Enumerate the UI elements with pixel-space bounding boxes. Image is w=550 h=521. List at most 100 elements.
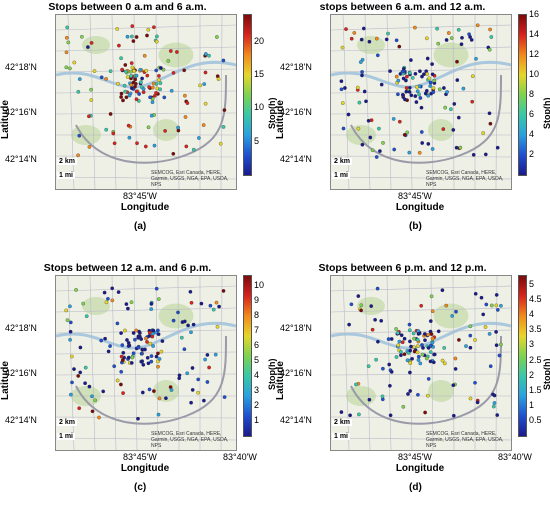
stop-point (186, 323, 190, 328)
road-line (111, 15, 117, 189)
stop-point (164, 396, 168, 401)
stop-point (119, 382, 123, 387)
stop-point (431, 360, 436, 365)
stop-point (379, 318, 384, 323)
stop-point (367, 39, 372, 44)
scale-mi-label: 1 mi (57, 433, 76, 440)
stop-point (366, 364, 371, 369)
stop-point (119, 331, 123, 335)
stop-point (428, 80, 433, 85)
road-line (56, 90, 236, 94)
panel-caption: (b) (409, 221, 422, 232)
stop-point (392, 147, 397, 152)
colorbar (518, 14, 527, 176)
stop-point (373, 317, 377, 322)
stop-point (394, 74, 399, 79)
stop-point (176, 310, 180, 315)
x-axis-label: Longitude (395, 202, 445, 213)
stop-point (340, 101, 345, 105)
stop-point (368, 135, 373, 140)
stop-point (362, 89, 367, 94)
stop-point (90, 394, 94, 399)
stop-point (468, 35, 472, 39)
stop-point (360, 73, 364, 78)
road-line (220, 276, 223, 450)
stop-point (136, 334, 141, 339)
stop-point (158, 81, 163, 85)
stop-point (136, 416, 140, 421)
stop-point (125, 75, 130, 79)
stop-point (189, 300, 194, 305)
stop-point (420, 352, 425, 357)
park-area (82, 297, 110, 315)
stop-point (388, 413, 393, 418)
stop-point (171, 71, 176, 75)
road-line (133, 276, 138, 450)
stop-point (156, 328, 160, 333)
stop-point (492, 401, 497, 405)
stop-point (489, 303, 494, 308)
colorbar (243, 14, 252, 176)
map-attribution: SEMCOG, Esri Canada, HERE, Garmin, USGS,… (151, 170, 229, 188)
stop-point (122, 83, 127, 88)
stop-point (444, 38, 449, 42)
colorbar-tick-label: 5 (254, 135, 260, 146)
stop-point (123, 89, 128, 94)
road-line (56, 112, 236, 115)
stop-point (154, 68, 159, 73)
stop-point (423, 410, 427, 415)
stop-point (119, 369, 124, 374)
stop-point (453, 356, 458, 361)
stop-point (450, 314, 455, 318)
stop-point (488, 27, 492, 32)
stop-point (396, 92, 400, 97)
stop-point (68, 304, 72, 309)
stop-point (432, 78, 437, 83)
stop-point (473, 380, 477, 385)
road-line (331, 351, 511, 355)
stop-point (154, 354, 159, 359)
stop-point (140, 390, 145, 395)
stop-point (163, 129, 167, 133)
stop-point (349, 302, 354, 307)
stop-point (168, 49, 173, 53)
stop-point (182, 68, 187, 73)
stop-point (139, 80, 143, 85)
colorbar-tick-label: 1.5 (529, 384, 542, 395)
road-line (56, 24, 236, 31)
stop-point (205, 353, 210, 357)
stop-point (379, 82, 384, 87)
park-area (82, 36, 110, 54)
stop-point (437, 87, 442, 92)
stop-point (408, 389, 413, 393)
colorbar-tick-label: 3 (254, 385, 260, 396)
stop-point (424, 88, 429, 93)
stop-point (139, 359, 144, 364)
stop-point (134, 35, 139, 39)
stop-point (430, 72, 435, 77)
stop-point (417, 150, 422, 155)
road-line (331, 285, 511, 292)
stop-point (488, 364, 493, 369)
road-line (430, 276, 434, 450)
y-tick-label: 42°14'N (5, 415, 37, 425)
stop-point (468, 333, 473, 338)
stop-point (145, 355, 150, 360)
stop-point (424, 356, 429, 361)
stop-point (160, 339, 165, 343)
road-line (220, 15, 223, 189)
stop-point (179, 335, 184, 340)
colorbar-tick-label: 2 (529, 149, 535, 159)
stop-point (415, 89, 420, 94)
chart-title: Stops between 6 p.m. and 12 p.m. (318, 262, 487, 274)
stop-point (420, 74, 424, 79)
stop-point (154, 39, 159, 44)
stop-point (377, 126, 381, 131)
stop-point (409, 93, 414, 98)
x-axis-label: Longitude (120, 202, 170, 213)
stop-point (426, 377, 431, 381)
stop-point (339, 87, 344, 92)
stop-point (426, 142, 431, 146)
stop-point (355, 85, 360, 90)
stop-point (456, 115, 461, 120)
